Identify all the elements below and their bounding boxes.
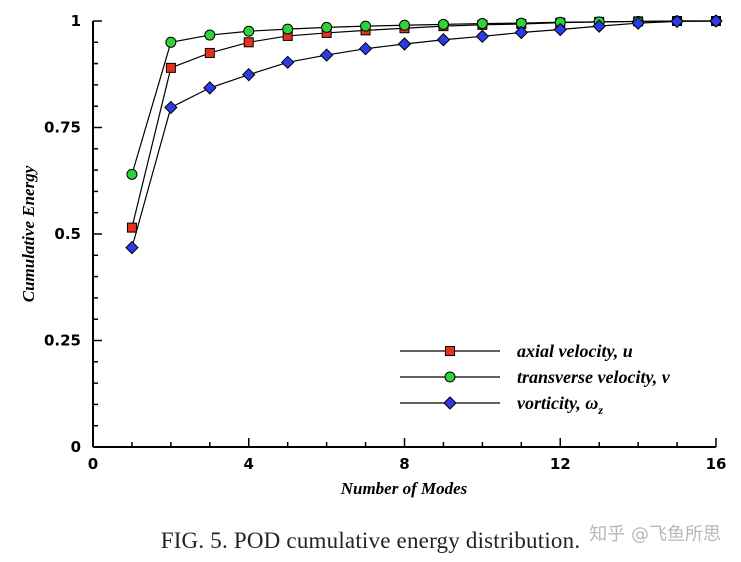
series-line-transverse [131,20,716,175]
data-point-axial [126,222,137,233]
data-point-vorticity [631,16,645,30]
legend-label-vorticity: vorticity, ωz [517,393,603,417]
legend-marker-vorticity [443,396,457,410]
x-axis-title: Number of Modes [340,479,468,498]
x-tick-label: 16 [706,455,727,473]
figure-caption: FIG. 5. POD cumulative energy distributi… [160,528,581,553]
legend-label-axial: axial velocity, u [517,341,633,361]
data-point-vorticity [203,81,217,95]
data-point-vorticity [670,14,684,29]
data-point-transverse [243,25,255,37]
data-point-transverse [204,29,216,41]
y-axis-title: Cumulative Energy [19,165,38,302]
y-tick-label: 0.5 [54,225,81,243]
chart: 0 4 8 12 16 0 0.25 0.5 0.75 1 Number of Modes Cum… [19,12,726,498]
legend-marker-transverse [444,371,456,383]
legend-marker-axial [445,346,455,356]
data-point-vorticity [436,33,451,47]
data-point-vorticity [358,41,373,56]
y-tick-label: 1 [71,12,81,30]
data-point-transverse [282,23,294,35]
series-lines [131,20,717,248]
y-tick-label: 0 [71,438,81,456]
data-point-vorticity [164,100,178,115]
data-point-transverse [476,18,488,30]
data-point-transverse [165,36,177,48]
data-point-transverse [399,19,410,31]
watermark: 知乎 @飞鱼所思 [589,524,721,545]
data-point-vorticity [319,48,334,62]
series-line-vorticity [131,20,717,248]
x-tick-label: 0 [88,455,98,473]
y-tick-label: 0.75 [44,119,81,137]
legend-label-transverse: transverse velocity, v [517,367,671,387]
y-tick-label: 0.25 [44,332,81,350]
markers [125,14,723,255]
data-point-vorticity [514,25,529,40]
data-point-transverse [126,168,138,180]
data-point-axial [243,37,254,48]
data-point-transverse [437,18,449,30]
data-point-vorticity [397,37,412,51]
data-point-transverse [360,20,372,32]
data-point-vorticity [125,240,139,255]
x-tick-label: 8 [399,455,409,473]
legend-label-subscript: z [597,403,603,417]
data-point-axial [165,62,176,73]
data-point-vorticity [592,19,606,33]
data-point-axial [204,47,215,58]
data-point-vorticity [553,22,567,37]
series-line-axial [131,20,716,228]
data-point-vorticity [280,55,295,70]
x-tick-label: 4 [244,455,254,473]
data-point-vorticity [475,29,490,44]
ticks: 0 4 8 12 16 0 0.25 0.5 0.75 1 [44,12,726,473]
x-tick-label: 12 [550,455,571,473]
data-point-vorticity [709,14,723,28]
legend: axial velocity, u transverse velocity, v v… [400,341,671,417]
data-point-transverse [321,21,333,33]
data-point-vorticity [242,67,256,82]
